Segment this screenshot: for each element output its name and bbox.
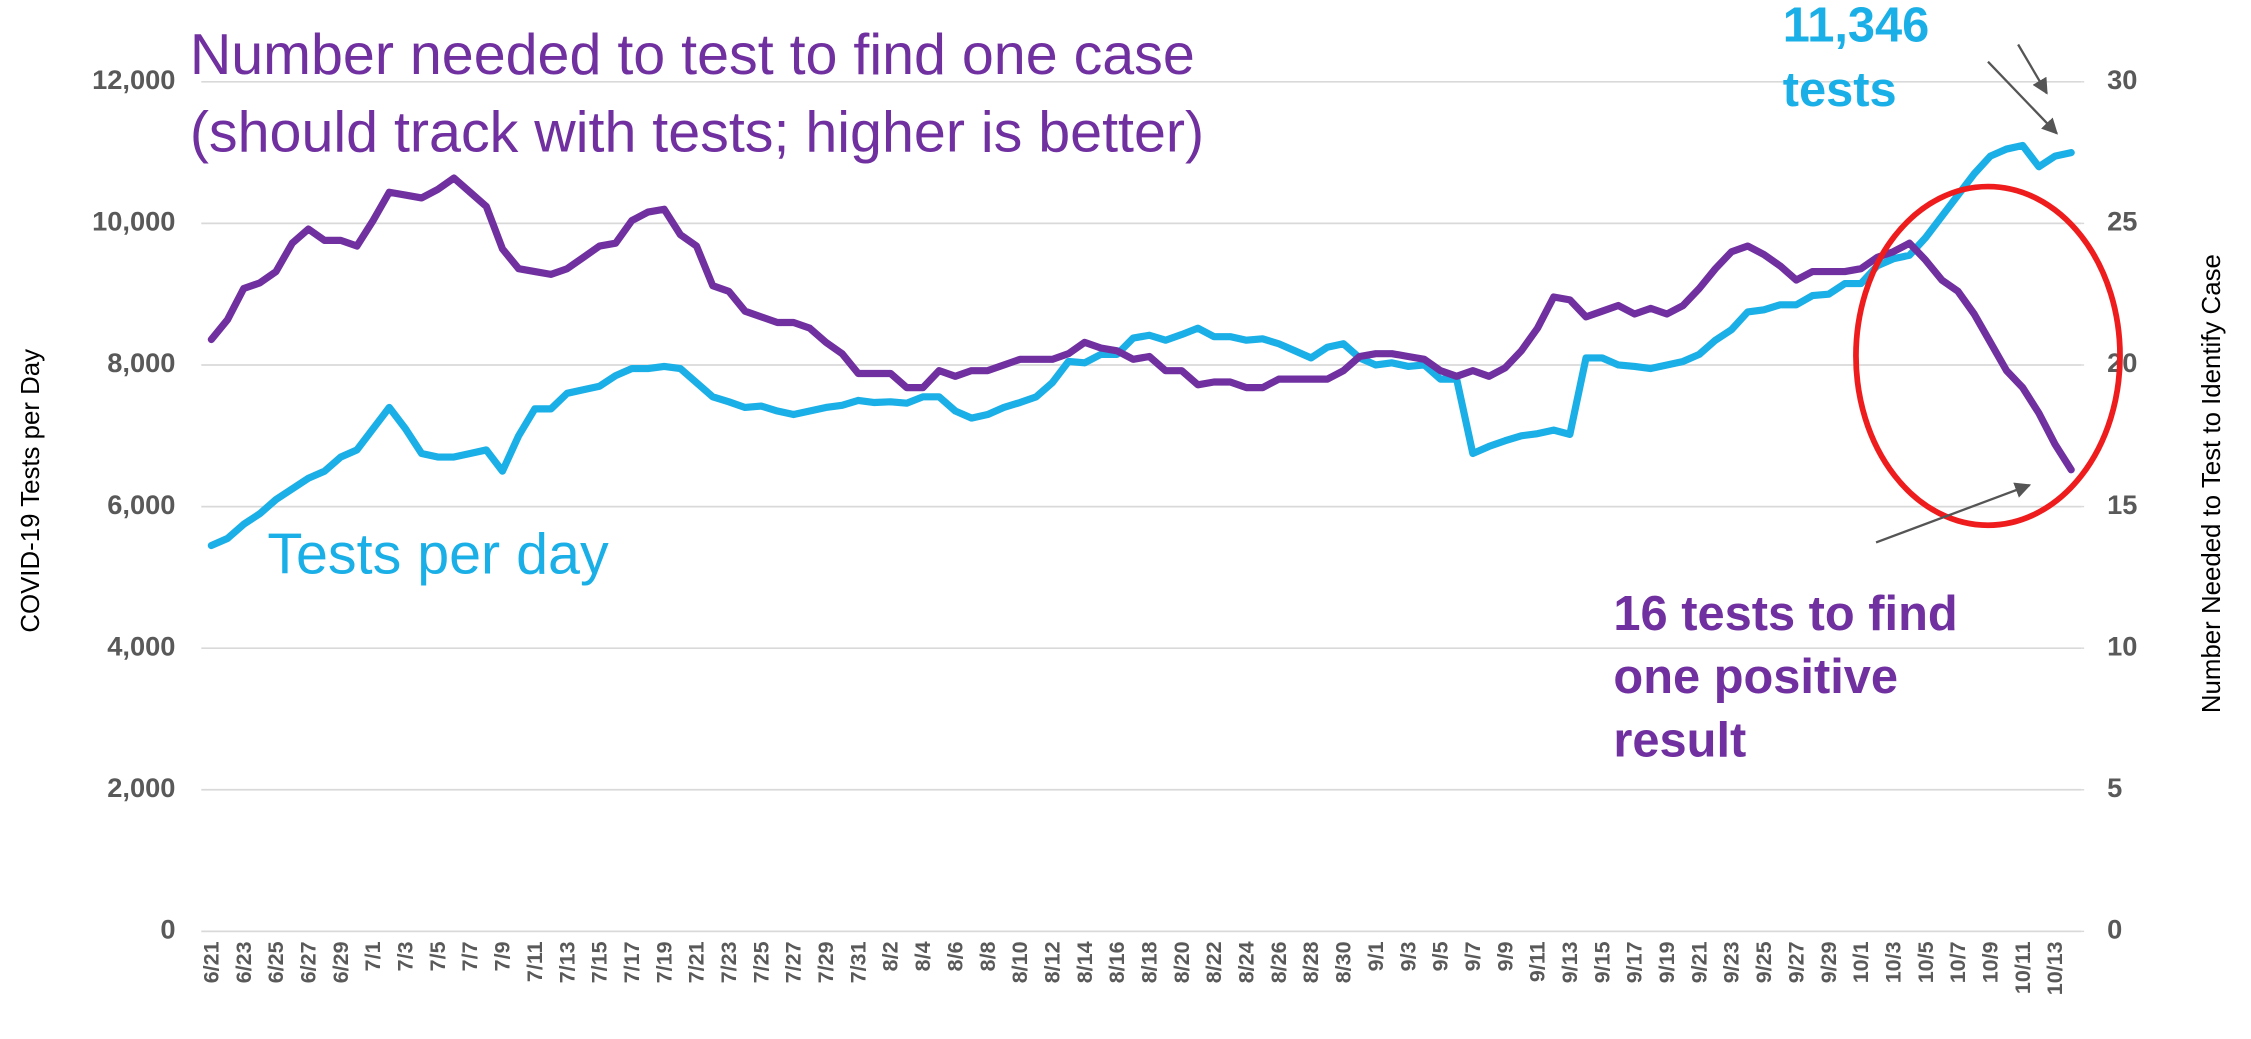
highlight-circle [1853, 183, 2123, 529]
arrow [1987, 60, 2058, 135]
x-tick-label: 10/5 [1914, 941, 1938, 983]
grid: 0 2,000 4,000 6,000 8,000 10,000 12,000 0 5 10 15 2… [92, 64, 2137, 995]
x-tick-label: 9/1 [1364, 941, 1388, 971]
y-tick-label: 8,000 [107, 347, 175, 378]
x-tick-label: 6/23 [232, 941, 256, 983]
annotation: result [1613, 713, 1746, 767]
x-tick-label: 7/7 [458, 941, 482, 971]
y-tick-label: 12,000 [92, 64, 175, 95]
y-tick-label: 0 [160, 914, 175, 945]
x-tick-label: 7/3 [394, 941, 418, 971]
x-tick-label: 9/9 [1493, 941, 1517, 971]
x-tick-label: 8/6 [943, 941, 967, 971]
annotation: one positive [1613, 650, 1898, 704]
y-axis-title: COVID-19 Tests per Day [17, 349, 45, 633]
x-tick-label: 8/8 [976, 941, 1000, 971]
x-tick-label: 10/3 [1881, 941, 1905, 983]
x-tick-label: 8/12 [1040, 941, 1064, 983]
x-tick-label: 9/5 [1429, 941, 1453, 971]
y-tick-label: 2,000 [107, 772, 175, 803]
x-tick-label: 9/3 [1396, 941, 1420, 971]
x-tick-label: 7/29 [814, 941, 838, 983]
x-tick-label: 7/31 [846, 941, 870, 983]
arrow [2017, 43, 2048, 95]
x-tick-label: 8/4 [911, 941, 935, 971]
x-tick-label: 10/7 [1946, 941, 1970, 983]
x-tick-label: 9/23 [1720, 941, 1744, 983]
x-tick-label: 7/5 [426, 941, 450, 971]
y2-tick-label: 10 [2107, 630, 2137, 661]
arrow [1875, 482, 2032, 544]
x-tick-label: 6/21 [199, 941, 223, 983]
series-line [207, 141, 2075, 550]
x-tick-label: 9/27 [1784, 941, 1808, 983]
x-tick-label: 9/11 [1526, 941, 1550, 982]
x-tick-label: 10/11 [2011, 941, 2035, 994]
annotation: Tests per day [267, 522, 609, 586]
y2-axis-title: Number Needed to Test to Identify Case [2198, 254, 2226, 713]
annotation: 16 tests to find [1613, 587, 1957, 641]
x-tick-label: 8/16 [1105, 941, 1129, 983]
y2-tick-label: 0 [2107, 914, 2122, 945]
x-tick-label: 7/11 [523, 941, 547, 982]
x-tick-label: 7/19 [652, 941, 676, 983]
y2-tick-label: 5 [2107, 772, 2122, 803]
y2-tick-label: 25 [2107, 206, 2137, 237]
x-tick-label: 7/25 [749, 941, 773, 983]
x-tick-label: 9/29 [1817, 941, 1841, 983]
x-tick-label: 8/18 [1137, 941, 1161, 983]
x-tick-label: 9/17 [1623, 941, 1647, 983]
x-tick-label: 8/10 [1008, 941, 1032, 983]
x-tick-label: 9/15 [1590, 941, 1614, 983]
series-line [207, 174, 2075, 474]
x-tick-label: 10/13 [2043, 941, 2067, 995]
x-tick-label: 8/20 [1170, 941, 1194, 983]
x-tick-label: 9/19 [1655, 941, 1679, 983]
x-tick-label: 9/21 [1687, 941, 1711, 983]
x-tick-label: 8/14 [1073, 941, 1097, 983]
x-tick-label: 7/15 [588, 941, 612, 983]
x-tick-label: 8/26 [1267, 941, 1291, 983]
annotation: tests [1783, 63, 1897, 117]
x-tick-label: 7/13 [555, 941, 579, 983]
x-tick-label: 8/30 [1332, 941, 1356, 983]
x-tick-label: 7/9 [491, 941, 515, 971]
x-tick-label: 7/21 [685, 941, 709, 983]
x-tick-label: 9/7 [1461, 941, 1485, 971]
y2-tick-label: 15 [2107, 489, 2137, 520]
y-tick-label: 6,000 [107, 489, 175, 520]
x-tick-label: 6/29 [329, 941, 353, 983]
x-tick-label: 10/1 [1849, 941, 1873, 983]
y-tick-label: 10,000 [92, 206, 175, 237]
x-tick-label: 10/9 [1978, 941, 2002, 983]
x-tick-label: 6/25 [264, 941, 288, 983]
x-tick-label: 9/13 [1558, 941, 1582, 983]
annotation: 11,346 [1783, 0, 1930, 53]
lines [207, 141, 2075, 550]
x-tick-label: 7/17 [620, 941, 644, 983]
x-tick-label: 8/28 [1299, 941, 1323, 983]
y2-tick-label: 30 [2107, 64, 2137, 95]
annotation-title: (should track with tests; higher is bett… [190, 100, 1204, 164]
y-tick-label: 4,000 [107, 630, 175, 661]
x-tick-label: 6/27 [297, 941, 321, 983]
annotation-title: Number needed to test to find one case [190, 23, 1195, 87]
x-tick-label: 7/23 [717, 941, 741, 983]
x-tick-label: 7/1 [361, 941, 385, 971]
x-tick-label: 9/25 [1752, 941, 1776, 983]
x-tick-label: 7/27 [782, 941, 806, 983]
x-tick-label: 8/22 [1202, 941, 1226, 983]
x-tick-label: 8/24 [1235, 941, 1259, 983]
x-tick-label: 8/2 [879, 941, 903, 971]
